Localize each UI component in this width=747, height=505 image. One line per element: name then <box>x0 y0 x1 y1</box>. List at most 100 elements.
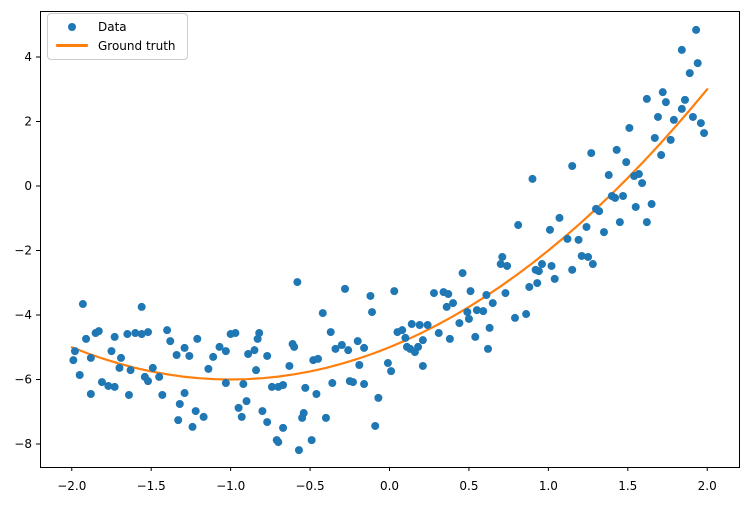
scatter-point <box>496 260 505 269</box>
scatter-point <box>366 291 375 300</box>
scatter-point <box>148 363 157 372</box>
scatter-point <box>301 383 310 392</box>
scatter-point <box>418 336 427 345</box>
scatter-point <box>293 278 302 287</box>
scatter-point <box>599 228 608 237</box>
scatter-point <box>290 342 299 351</box>
scatter-point <box>360 343 369 352</box>
scatter-point <box>588 260 597 269</box>
scatter-point <box>124 390 133 399</box>
scatter-point <box>622 158 631 167</box>
scatter-point <box>415 320 424 329</box>
scatter-point <box>174 416 183 425</box>
scatter-point <box>488 299 497 308</box>
scatter-point <box>131 329 140 338</box>
scatter-point <box>318 309 327 318</box>
scatter-point <box>337 340 346 349</box>
scatter-point <box>110 382 119 391</box>
y-tick-label: −2 <box>14 243 32 257</box>
scatter-point <box>634 170 643 179</box>
scatter-point <box>479 307 488 316</box>
legend-entry: Ground truth <box>54 37 179 56</box>
scatter-point <box>221 347 230 356</box>
scatter-point <box>180 389 189 398</box>
scatter-point <box>434 329 443 338</box>
x-tick-label: 1.0 <box>539 479 558 493</box>
scatter-point <box>501 289 510 298</box>
y-tick-label: 0 <box>24 179 32 193</box>
scatter-point <box>442 302 451 311</box>
scatter-point <box>657 151 666 160</box>
scatter-point <box>193 334 202 343</box>
scatter-point <box>582 222 591 231</box>
scatter-point <box>638 179 647 188</box>
x-tick-label: −1.5 <box>137 479 166 493</box>
scatter-point <box>344 346 353 355</box>
scatter-point <box>215 342 224 351</box>
scatter-point <box>239 380 248 389</box>
scatter-point <box>625 123 634 132</box>
scatter-point <box>534 267 543 276</box>
scatter-point <box>137 330 146 339</box>
scatter-point <box>191 407 200 416</box>
scatter-point <box>661 98 670 107</box>
x-tick-label: 0.5 <box>459 479 478 493</box>
x-tick-label: −2.0 <box>57 479 86 493</box>
scatter-point <box>611 193 620 202</box>
scatter-point <box>568 161 577 170</box>
y-tick-label: 2 <box>24 114 32 128</box>
scatter-point <box>619 191 628 200</box>
scatter-point <box>429 289 438 298</box>
scatter-point <box>685 69 694 78</box>
scatter-point <box>175 400 184 409</box>
scatter-point <box>498 252 507 261</box>
scatter-point <box>666 135 675 144</box>
scatter-point <box>550 274 559 283</box>
scatter-point <box>383 359 392 368</box>
scatter-point <box>423 320 432 329</box>
plot-frame <box>40 11 740 468</box>
scatter-point <box>360 380 369 389</box>
scatter-point <box>126 366 135 375</box>
scatter-point <box>188 422 197 431</box>
scatter-point <box>82 334 91 343</box>
scatter-point <box>584 252 593 261</box>
scatter-point <box>693 59 702 68</box>
scatter-point <box>692 25 701 34</box>
scatter-point <box>172 350 181 359</box>
scatter-point <box>75 370 84 379</box>
scatter-point <box>533 279 542 288</box>
scatter-point <box>166 337 175 346</box>
scatter-point <box>78 300 87 309</box>
scatter-point <box>696 119 705 128</box>
scatter-point <box>525 282 534 291</box>
scatter-point <box>647 200 656 209</box>
scatter-point <box>353 337 362 346</box>
scatter-point <box>237 412 246 421</box>
legend: Data Ground truth <box>47 13 188 60</box>
scatter-point <box>471 332 480 341</box>
scatter-point <box>348 378 357 387</box>
scatter-point <box>642 94 651 103</box>
scatter-point <box>503 261 512 270</box>
scatter-point <box>244 350 253 359</box>
scatter-point <box>483 344 492 353</box>
scatter-point <box>410 348 419 357</box>
scatter-point <box>472 306 481 315</box>
scatter-point <box>331 344 340 353</box>
x-tick-label: −0.5 <box>295 479 324 493</box>
scatter-point <box>688 112 697 121</box>
scatter-point <box>466 287 475 296</box>
scatter-point <box>97 378 106 387</box>
x-tick-label: 1.5 <box>618 479 637 493</box>
scatter-point <box>70 347 79 356</box>
scatter-point <box>341 284 350 293</box>
scatter-point <box>155 372 164 381</box>
scatter-point <box>587 149 596 158</box>
scatter-point <box>568 265 577 274</box>
scatter-point <box>374 393 383 402</box>
scatter-point <box>279 380 288 389</box>
scatter-point <box>242 397 251 406</box>
